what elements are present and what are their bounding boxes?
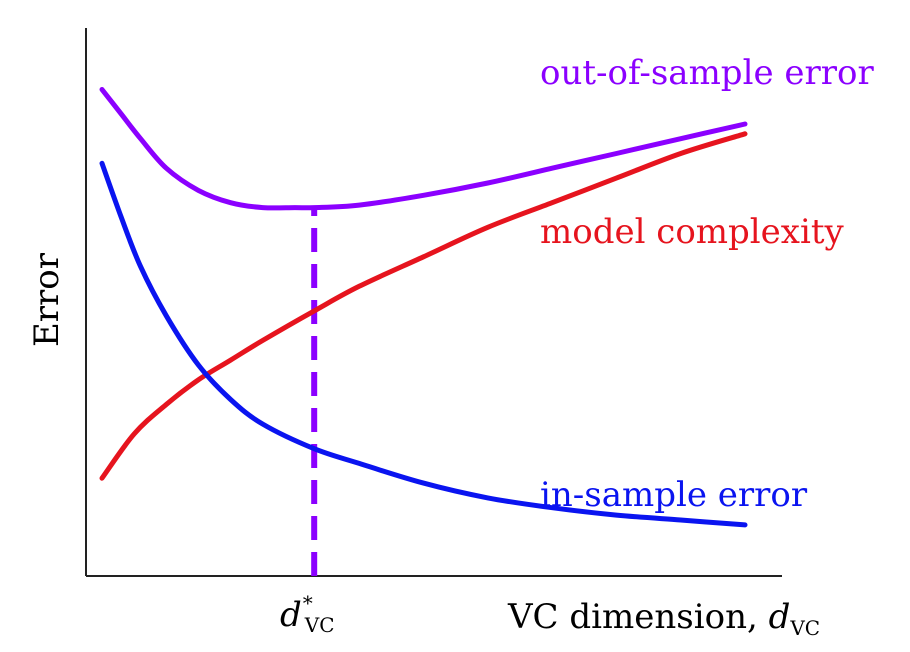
x-axis-label-text: VC dimension, bbox=[507, 597, 769, 637]
in-sample-error-line bbox=[99, 160, 748, 528]
x-axis-label-symbol-sub: VC bbox=[789, 616, 820, 640]
y-axis-label: Error bbox=[27, 252, 67, 347]
optimal-vc-sup: * bbox=[303, 591, 313, 615]
optimal-vc-base: d bbox=[280, 595, 302, 635]
x-axis-label-symbol-base: d bbox=[769, 597, 791, 637]
optimal-vc-label: d* VC bbox=[280, 591, 335, 637]
out-of-sample-error-label: out-of-sample error bbox=[540, 53, 874, 93]
model-complexity-label: model complexity bbox=[540, 212, 845, 252]
optimal-vc-sub: VC bbox=[304, 613, 335, 637]
x-axis-label: VC dimension, dVC bbox=[507, 597, 820, 640]
in-sample-error-label: in-sample error bbox=[540, 475, 808, 515]
model-complexity-line bbox=[99, 131, 748, 481]
out-of-sample-error-line bbox=[99, 87, 748, 211]
